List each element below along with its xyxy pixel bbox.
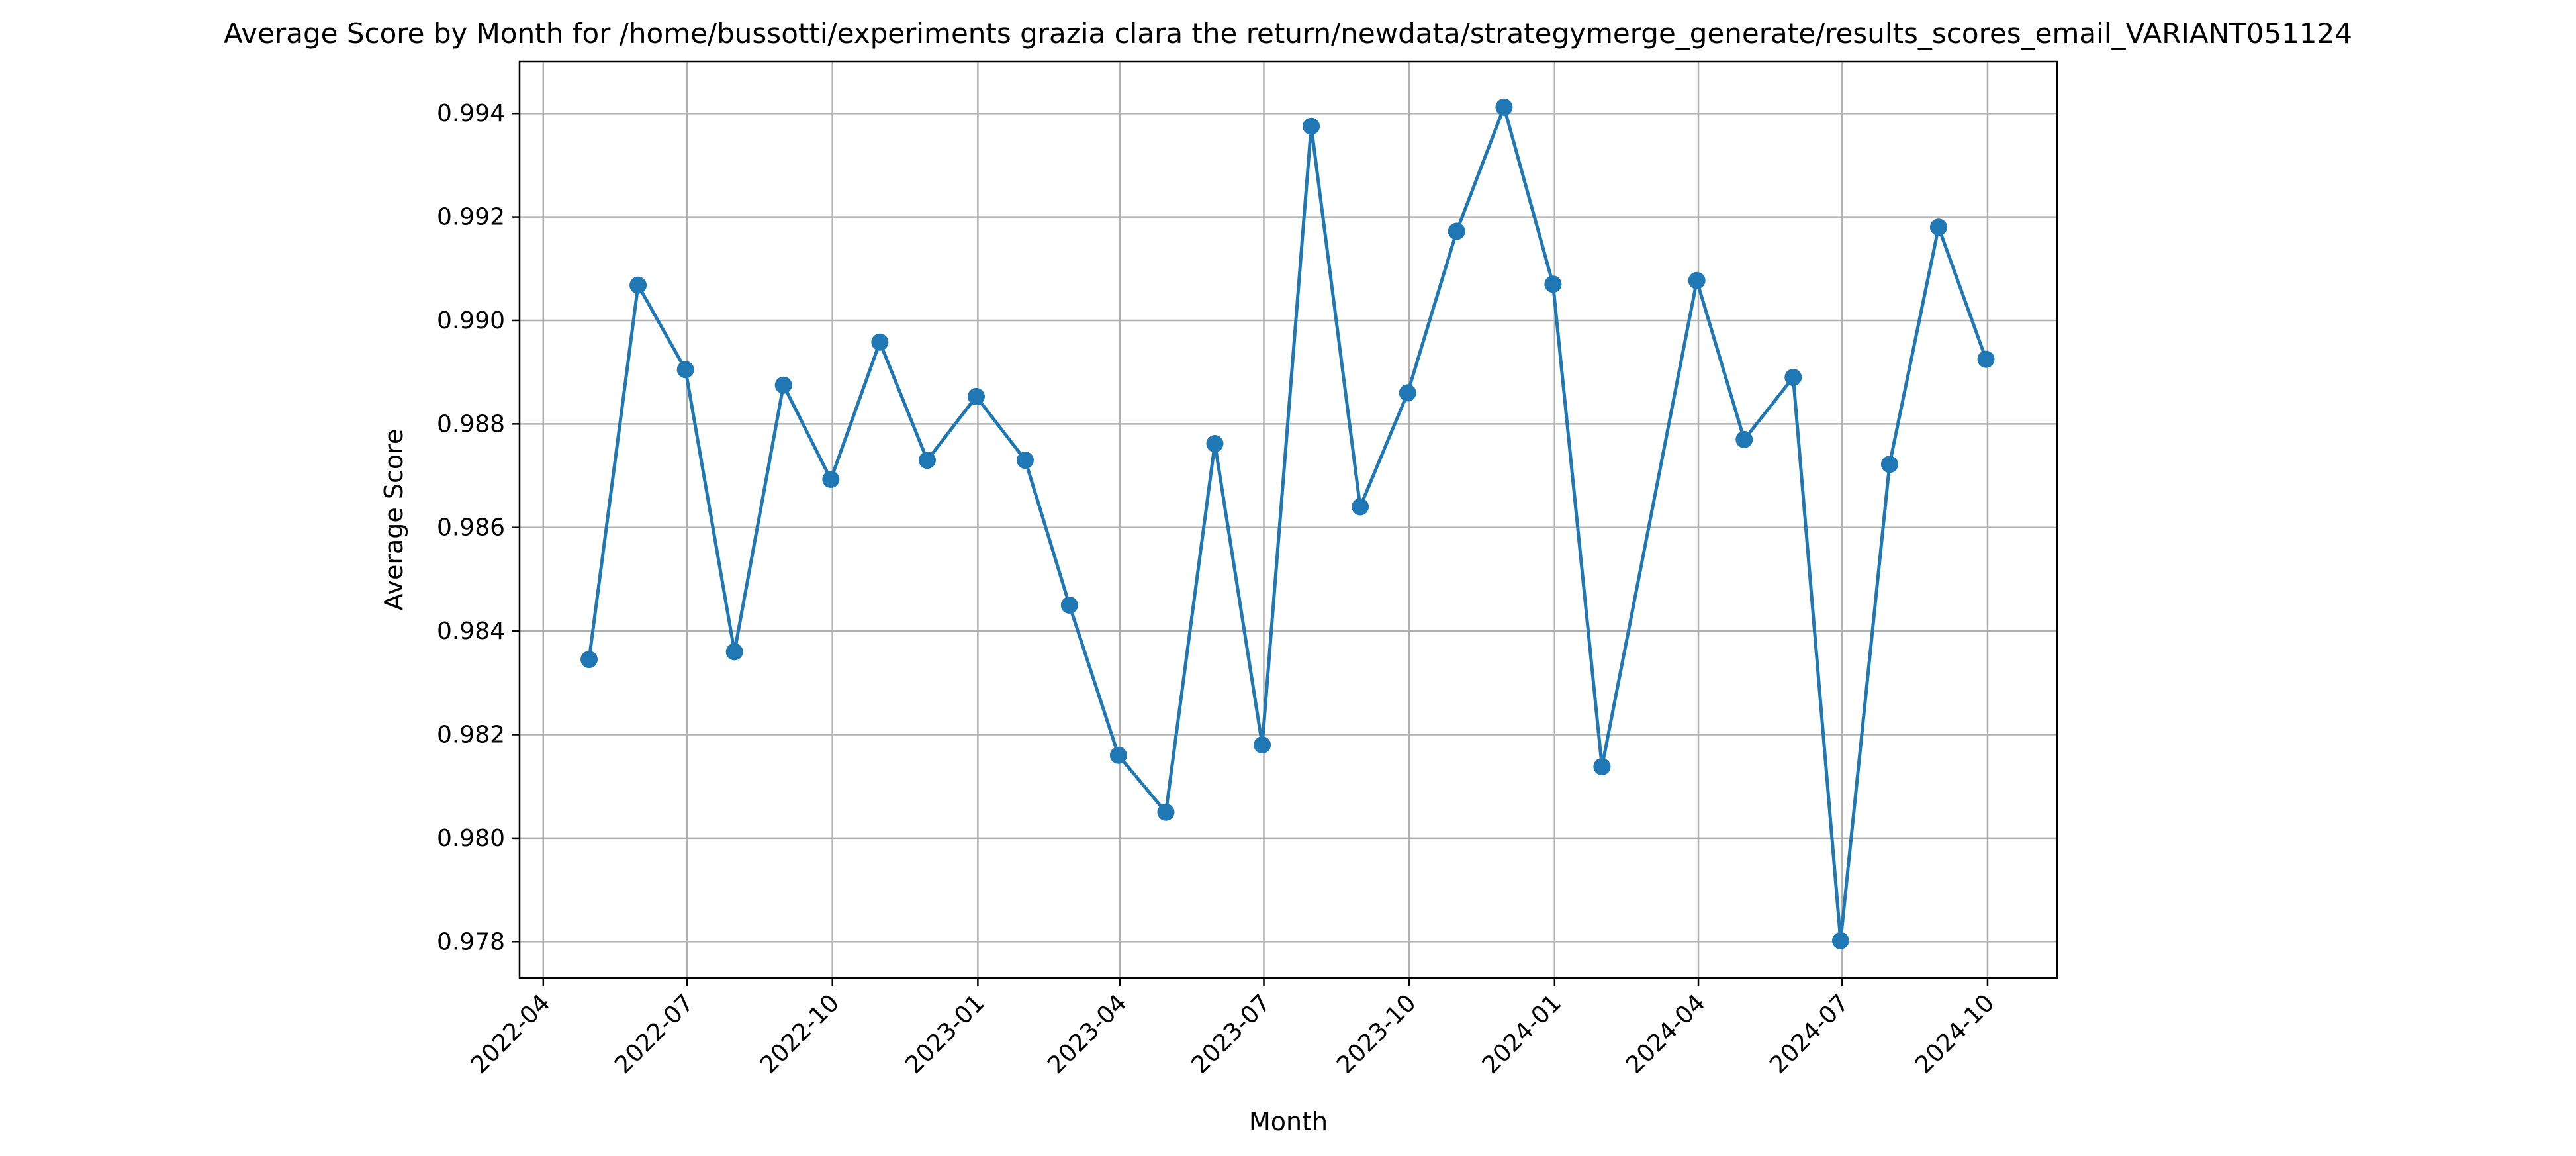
y-tick-label: 0.992: [437, 204, 505, 231]
x-tick-label: 2023-10: [1332, 989, 1421, 1079]
y-tick-label: 0.988: [437, 410, 505, 438]
data-point: [1399, 384, 1416, 402]
y-tick-label: 0.986: [437, 514, 505, 542]
data-point: [1831, 932, 1849, 949]
data-point: [725, 643, 743, 661]
data-point: [1303, 117, 1320, 135]
y-axis: 0.978 0.980 0.982 0.984 0.986 0.988 0.990 0.992…: [437, 100, 520, 955]
data-point: [1544, 275, 1562, 293]
y-tick-label: 0.982: [437, 721, 505, 748]
x-tick-label: 2022-10: [755, 989, 845, 1079]
data-point: [1495, 98, 1513, 116]
data-point: [967, 387, 985, 405]
x-axis: 2022-04 2022-07 2022-10 2023-01 2023-04 2023-…: [466, 978, 2000, 1079]
y-tick-label: 0.994: [437, 100, 505, 127]
plot-area-frame: [518, 60, 2058, 979]
data-point: [1254, 736, 1271, 754]
data-point: [1206, 435, 1224, 453]
data-point: [1352, 498, 1369, 516]
data-point: [1784, 368, 1802, 386]
data-point: [1109, 746, 1127, 764]
data-point: [822, 471, 840, 489]
data-point: [1977, 350, 1995, 368]
x-tick-label: 2024-10: [1910, 989, 2000, 1079]
y-tick-label: 0.980: [437, 825, 505, 852]
data-point: [1735, 430, 1753, 448]
x-tick-label: 2022-04: [466, 989, 555, 1079]
data-point: [580, 651, 598, 669]
data-point: [1448, 222, 1465, 240]
data-point: [1880, 456, 1898, 473]
y-tick-label: 0.990: [437, 307, 505, 334]
x-axis-label: Month: [1249, 1107, 1328, 1136]
series-markers: [580, 98, 1995, 949]
data-point: [1929, 218, 1947, 236]
y-tick-label: 0.984: [437, 618, 505, 645]
data-point: [676, 361, 694, 379]
series-line: [587, 101, 1988, 941]
x-tick-label: 2024-04: [1621, 989, 1710, 1079]
gridlines: [520, 62, 2057, 978]
x-tick-label: 2022-07: [610, 989, 699, 1079]
y-tick-label: 0.978: [437, 928, 505, 955]
x-tick-label: 2024-01: [1477, 989, 1567, 1079]
x-tick-label: 2023-01: [900, 989, 989, 1079]
x-tick-label: 2023-07: [1187, 989, 1276, 1079]
y-axis-label: Average Score: [379, 429, 408, 611]
data-point: [629, 276, 647, 294]
data-point: [774, 376, 792, 394]
data-point: [918, 452, 936, 469]
data-point: [1060, 597, 1078, 614]
x-tick-label: 2024-07: [1765, 989, 1854, 1079]
data-point: [1157, 803, 1175, 821]
data-point: [871, 333, 889, 351]
data-point: [1593, 757, 1611, 775]
data-point: [1016, 452, 1034, 469]
x-tick-label: 2023-04: [1042, 989, 1132, 1079]
data-point: [1688, 271, 1706, 289]
chart-title: Average Score by Month for /home/bussott…: [224, 17, 2352, 50]
